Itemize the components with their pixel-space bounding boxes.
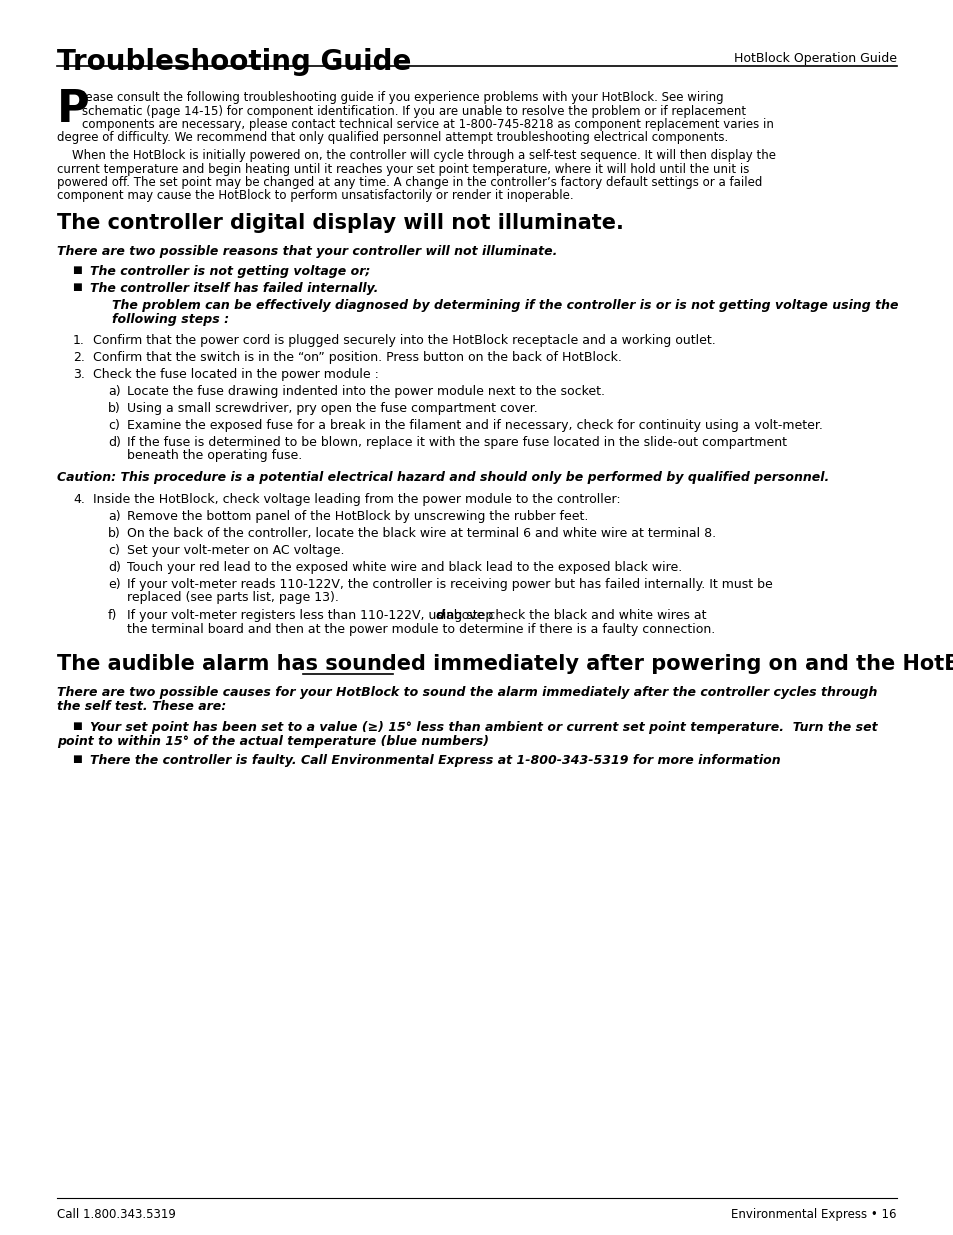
Text: Touch your red lead to the exposed white wire and black lead to the exposed blac: Touch your red lead to the exposed white… — [127, 561, 681, 574]
Text: There the controller is faulty. Call Environmental Express at 1-800-343-5319 for: There the controller is faulty. Call Env… — [90, 755, 780, 767]
Text: Environmental Express • 16: Environmental Express • 16 — [731, 1208, 896, 1221]
Text: b): b) — [108, 403, 121, 415]
Text: 1.: 1. — [73, 333, 85, 347]
Text: If the fuse is determined to be blown, replace it with the spare fuse located in: If the fuse is determined to be blown, r… — [127, 436, 786, 450]
Text: The controller is not getting voltage or;: The controller is not getting voltage or… — [90, 266, 370, 278]
Text: ■: ■ — [71, 282, 82, 291]
Text: powered off. The set point may be changed at any time. A change in the controlle: powered off. The set point may be change… — [57, 177, 761, 189]
Text: a): a) — [108, 510, 120, 522]
Text: When the HotBlock is initially powered on, the controller will cycle through a s: When the HotBlock is initially powered o… — [57, 149, 775, 162]
Text: Locate the fuse drawing indented into the power module next to the socket.: Locate the fuse drawing indented into th… — [127, 385, 604, 398]
Text: ■: ■ — [71, 755, 82, 764]
Text: Examine the exposed fuse for a break in the filament and if necessary, check for: Examine the exposed fuse for a break in … — [127, 419, 822, 432]
Text: schematic (page 14-15) for component identification. If you are unable to resolv: schematic (page 14-15) for component ide… — [82, 105, 745, 117]
Text: P: P — [57, 88, 90, 131]
Text: replaced (see parts list, page 13).: replaced (see parts list, page 13). — [127, 592, 338, 604]
Text: degree of difficulty. We recommend that only qualified personnel attempt trouble: degree of difficulty. We recommend that … — [57, 131, 727, 144]
Text: point to within 15° of the actual temperature (blue numbers): point to within 15° of the actual temper… — [57, 735, 489, 747]
Text: Troubleshooting Guide: Troubleshooting Guide — [57, 48, 411, 77]
Text: a): a) — [108, 385, 120, 398]
Text: The controller itself has failed internally.: The controller itself has failed interna… — [90, 282, 378, 295]
Text: The controller digital display will not illuminate.: The controller digital display will not … — [57, 212, 623, 233]
Text: Your set point has been set to a value (≥) 15° less than ambient or current set : Your set point has been set to a value (… — [90, 721, 877, 734]
Text: Check the fuse located in the power module :: Check the fuse located in the power modu… — [92, 368, 378, 382]
Text: There are two possible causes for your HotBlock to sound the alarm immediately a: There are two possible causes for your H… — [57, 685, 877, 699]
Text: The problem can be effectively diagnosed by determining if the controller is or : The problem can be effectively diagnosed… — [112, 299, 898, 312]
Text: Confirm that the power cord is plugged securely into the HotBlock receptacle and: Confirm that the power cord is plugged s… — [92, 333, 715, 347]
Text: d): d) — [108, 561, 121, 574]
Text: On the back of the controller, locate the black wire at terminal 6 and white wir: On the back of the controller, locate th… — [127, 527, 716, 540]
Text: Set your volt-meter on AC voltage.: Set your volt-meter on AC voltage. — [127, 543, 344, 557]
Text: Caution: This procedure is a potential electrical hazard and should only be perf: Caution: This procedure is a potential e… — [57, 471, 828, 484]
Text: components are necessary, please contact technical service at 1-800-745-8218 as : components are necessary, please contact… — [82, 119, 773, 131]
Text: c): c) — [108, 543, 120, 557]
Text: 3.: 3. — [73, 368, 85, 382]
Text: HotBlock Operation Guide: HotBlock Operation Guide — [733, 52, 896, 65]
Text: ■: ■ — [71, 721, 82, 731]
Text: If your volt-meter registers less than 110-122V, using step: If your volt-meter registers less than 1… — [127, 609, 497, 622]
Text: 4.: 4. — [73, 493, 85, 506]
Text: above check the black and white wires at: above check the black and white wires at — [441, 609, 706, 622]
Text: the terminal board and then at the power module to determine if there is a fault: the terminal board and then at the power… — [127, 622, 715, 636]
Text: lease consult the following troubleshooting guide if you experience problems wit: lease consult the following troubleshoot… — [82, 91, 723, 104]
Text: current temperature and begin heating until it reaches your set point temperatur: current temperature and begin heating un… — [57, 163, 749, 175]
Text: c): c) — [108, 419, 120, 432]
Text: There are two possible reasons that your controller will not illuminate.: There are two possible reasons that your… — [57, 245, 557, 258]
Text: Using a small screwdriver, pry open the fuse compartment cover.: Using a small screwdriver, pry open the … — [127, 403, 537, 415]
Text: d: d — [436, 609, 444, 622]
Text: following steps :: following steps : — [112, 312, 229, 326]
Text: Confirm that the switch is in the “on” position. Press button on the back of Hot: Confirm that the switch is in the “on” p… — [92, 351, 621, 364]
Text: Call 1.800.343.5319: Call 1.800.343.5319 — [57, 1208, 175, 1221]
Text: f): f) — [108, 609, 117, 622]
Text: d): d) — [108, 436, 121, 450]
Text: component may cause the HotBlock to perform unsatisfactorily or render it inoper: component may cause the HotBlock to perf… — [57, 189, 573, 203]
Text: Remove the bottom panel of the HotBlock by unscrewing the rubber feet.: Remove the bottom panel of the HotBlock … — [127, 510, 588, 522]
Text: the self test. These are:: the self test. These are: — [57, 699, 226, 713]
Text: beneath the operating fuse.: beneath the operating fuse. — [127, 450, 302, 462]
Text: Inside the HotBlock, check voltage leading from the power module to the controll: Inside the HotBlock, check voltage leadi… — [92, 493, 620, 506]
Text: The audible alarm has sounded immediately after powering on and the HotBlock wil: The audible alarm has sounded immediatel… — [57, 655, 953, 674]
Text: b): b) — [108, 527, 121, 540]
Text: If your volt-meter reads 110-122V, the controller is receiving power but has fai: If your volt-meter reads 110-122V, the c… — [127, 578, 772, 592]
Text: 2.: 2. — [73, 351, 85, 364]
Text: e): e) — [108, 578, 120, 592]
Text: ■: ■ — [71, 266, 82, 275]
